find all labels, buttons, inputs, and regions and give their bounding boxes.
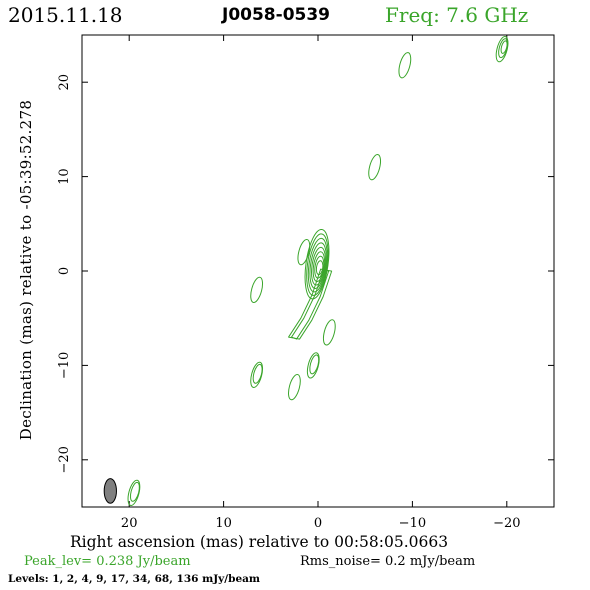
contours-group — [127, 36, 509, 506]
core-contour — [309, 242, 327, 289]
x-axis-label: Right ascension (mas) relative to 00:58:… — [70, 533, 449, 551]
x-tick-label: 10 — [215, 516, 232, 531]
blob-lower-small-contour — [288, 373, 301, 401]
beam-ellipse — [103, 478, 117, 504]
blob-right-mid-contour — [368, 154, 382, 181]
blob-top-right-contour — [498, 38, 509, 59]
beam-group — [103, 478, 117, 504]
blob-jet-left-contour — [250, 361, 264, 388]
blob-left-small-contour — [250, 276, 264, 304]
y-tick-label: 0 — [57, 267, 72, 275]
x-tick-label: 0 — [314, 516, 322, 531]
core-contour — [306, 233, 329, 296]
core-ridge-contour — [291, 268, 330, 340]
blob-bottom-left-contour — [127, 479, 141, 506]
y-tick-label: 10 — [57, 168, 72, 185]
peak-level: Peak_lev= 0.238 Jy/beam — [24, 554, 191, 569]
y-tick-label: 20 — [57, 74, 72, 91]
blob-top-right-contour — [495, 36, 509, 63]
x-tick-label: −10 — [399, 516, 426, 531]
rms-noise: Rms_noise= 0.2 mJy/beam — [300, 554, 476, 569]
blob-mid-lower-contour — [306, 352, 320, 379]
axis-ticks — [82, 35, 554, 507]
blob-right-upper-contour — [398, 52, 412, 79]
y-axis-label: Declination (mas) relative to -05:39:52.… — [17, 99, 35, 441]
plot-frame — [81, 34, 555, 508]
blob-knot-right-contour — [322, 319, 336, 346]
frequency-label: Freq: 7.6 GHz — [385, 3, 529, 27]
blob-top-right-contour — [500, 40, 508, 54]
core-contour — [304, 228, 330, 300]
blob-bottom-left-contour — [129, 481, 140, 502]
blob-jet-left-contour — [252, 363, 263, 384]
blob-upper-left-contour — [297, 238, 311, 266]
x-tick-label: −20 — [493, 516, 520, 531]
axis-tick-labels: 20 10 0 −10 −20 20 10 0 −10 −20 — [57, 74, 521, 531]
core-ridge-contour — [288, 268, 333, 340]
observation-date: 2015.11.18 — [8, 3, 123, 27]
core-contour — [307, 237, 328, 293]
y-tick-label: −20 — [57, 446, 72, 473]
source-name: J0058-0539 — [222, 5, 331, 25]
blob-mid-lower-contour — [309, 354, 320, 375]
contour-levels: Levels: 1, 2, 4, 9, 17, 34, 68, 136 mJy/… — [8, 573, 261, 585]
y-tick-label: −10 — [57, 352, 72, 379]
x-tick-label: 20 — [121, 516, 138, 531]
